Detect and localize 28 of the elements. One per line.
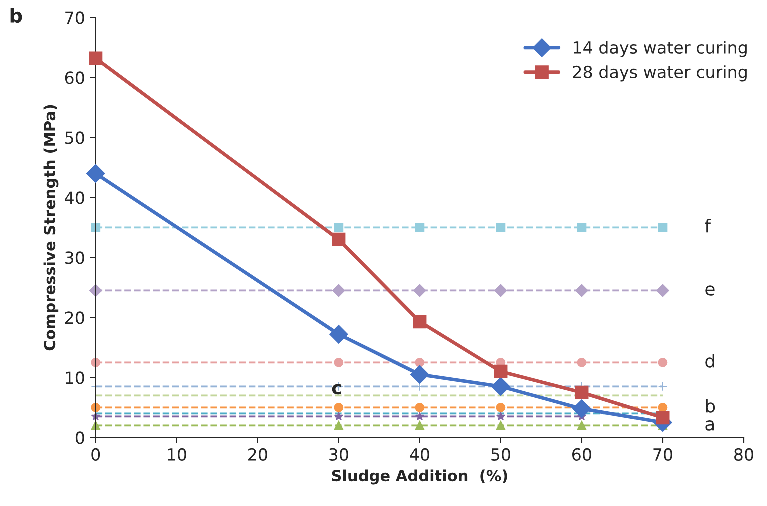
legend-label: 28 days water curing [573,66,747,82]
x-tick-label: 50 [492,448,510,462]
text: e [706,286,715,296]
y-tick-label: 60 [65,72,84,84]
y-tick-label: 50 [66,132,84,144]
legend-label: 14 days water curing [574,41,747,58]
text: f [705,218,712,233]
text: a [706,420,714,431]
text: b [706,398,716,413]
text: d [706,354,714,368]
x-tick-label: 80 [734,448,754,462]
y-axis-title: Compressive Strength (MPa) [44,105,59,351]
y-tick-label: 0 [76,432,84,444]
x-tick-label: 30 [330,448,348,462]
x-axis-title: Sludge Addition (%) [332,470,508,485]
y-tick-label: 10 [66,372,84,384]
y-tick-label: 20 [65,312,84,324]
x-tick-label: 70 [654,448,672,462]
x-tick-label: 60 [572,448,592,462]
y-tick-label: 40 [65,192,84,204]
annotation: c [332,384,342,395]
text: b [10,8,22,24]
x-tick-label: 0 [92,448,100,462]
y-tick-label: 70 [66,12,84,24]
y-tick-label: 30 [66,252,84,264]
x-tick-label: 40 [410,448,430,462]
x-tick-label: 20 [248,448,268,462]
x-tick-label: 10 [168,448,186,462]
